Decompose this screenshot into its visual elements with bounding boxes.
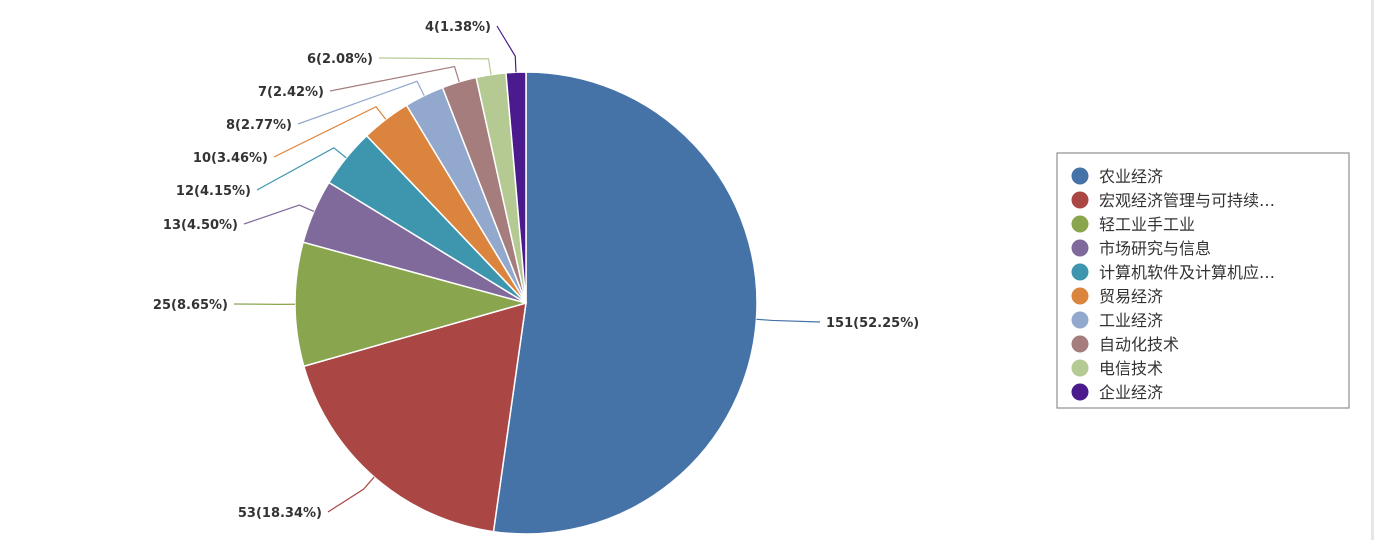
data-label-5: 12(4.15%) bbox=[176, 184, 251, 199]
legend-label-6: 贸易经济 bbox=[1099, 287, 1163, 306]
legend-marker-4 bbox=[1072, 240, 1089, 257]
legend-label-5: 计算机软件及计算机应… bbox=[1099, 263, 1275, 282]
legend-label-4: 市场研究与信息 bbox=[1099, 239, 1211, 258]
pie-slice-1[interactable] bbox=[493, 72, 757, 534]
data-label-7: 8(2.77%) bbox=[226, 118, 292, 133]
data-label-2: 53(18.34%) bbox=[238, 506, 322, 521]
legend-marker-5 bbox=[1072, 264, 1089, 281]
pie-slices bbox=[295, 72, 757, 534]
legend-marker-2 bbox=[1072, 192, 1089, 209]
legend-label-9: 电信技术 bbox=[1099, 359, 1163, 378]
data-label-4: 13(4.50%) bbox=[163, 218, 238, 233]
connector-line-4 bbox=[244, 205, 314, 224]
legend-label-8: 自动化技术 bbox=[1099, 335, 1179, 354]
legend-label-2: 宏观经济管理与可持续… bbox=[1099, 191, 1275, 210]
connector-line-8 bbox=[330, 67, 459, 91]
legend-marker-7 bbox=[1072, 312, 1089, 329]
data-label-3: 25(8.65%) bbox=[153, 298, 228, 313]
data-label-9: 6(2.08%) bbox=[307, 52, 373, 67]
connector-line-1 bbox=[756, 319, 820, 322]
legend-label-7: 工业经济 bbox=[1099, 311, 1163, 330]
data-label-10: 4(1.38%) bbox=[425, 20, 491, 35]
connector-line-9 bbox=[379, 58, 491, 75]
legend-label-10: 企业经济 bbox=[1099, 383, 1163, 402]
legend-marker-6 bbox=[1072, 288, 1089, 305]
legend-item-5[interactable]: 计算机软件及计算机应… bbox=[1072, 263, 1276, 282]
legend-marker-10 bbox=[1072, 384, 1089, 401]
data-label-6: 10(3.46%) bbox=[193, 151, 268, 166]
connector-line-2 bbox=[328, 477, 374, 512]
legend-label-1: 农业经济 bbox=[1099, 167, 1163, 186]
data-label-8: 7(2.42%) bbox=[258, 85, 324, 100]
connector-line-10 bbox=[497, 26, 516, 72]
legend-marker-9 bbox=[1072, 360, 1089, 377]
data-label-1: 151(52.25%) bbox=[826, 316, 919, 331]
legend-marker-3 bbox=[1072, 216, 1089, 233]
legend-item-2[interactable]: 宏观经济管理与可持续… bbox=[1072, 191, 1276, 210]
legend-label-3: 轻工业手工业 bbox=[1099, 215, 1195, 234]
legend-marker-8 bbox=[1072, 336, 1089, 353]
legend-marker-1 bbox=[1072, 168, 1089, 185]
